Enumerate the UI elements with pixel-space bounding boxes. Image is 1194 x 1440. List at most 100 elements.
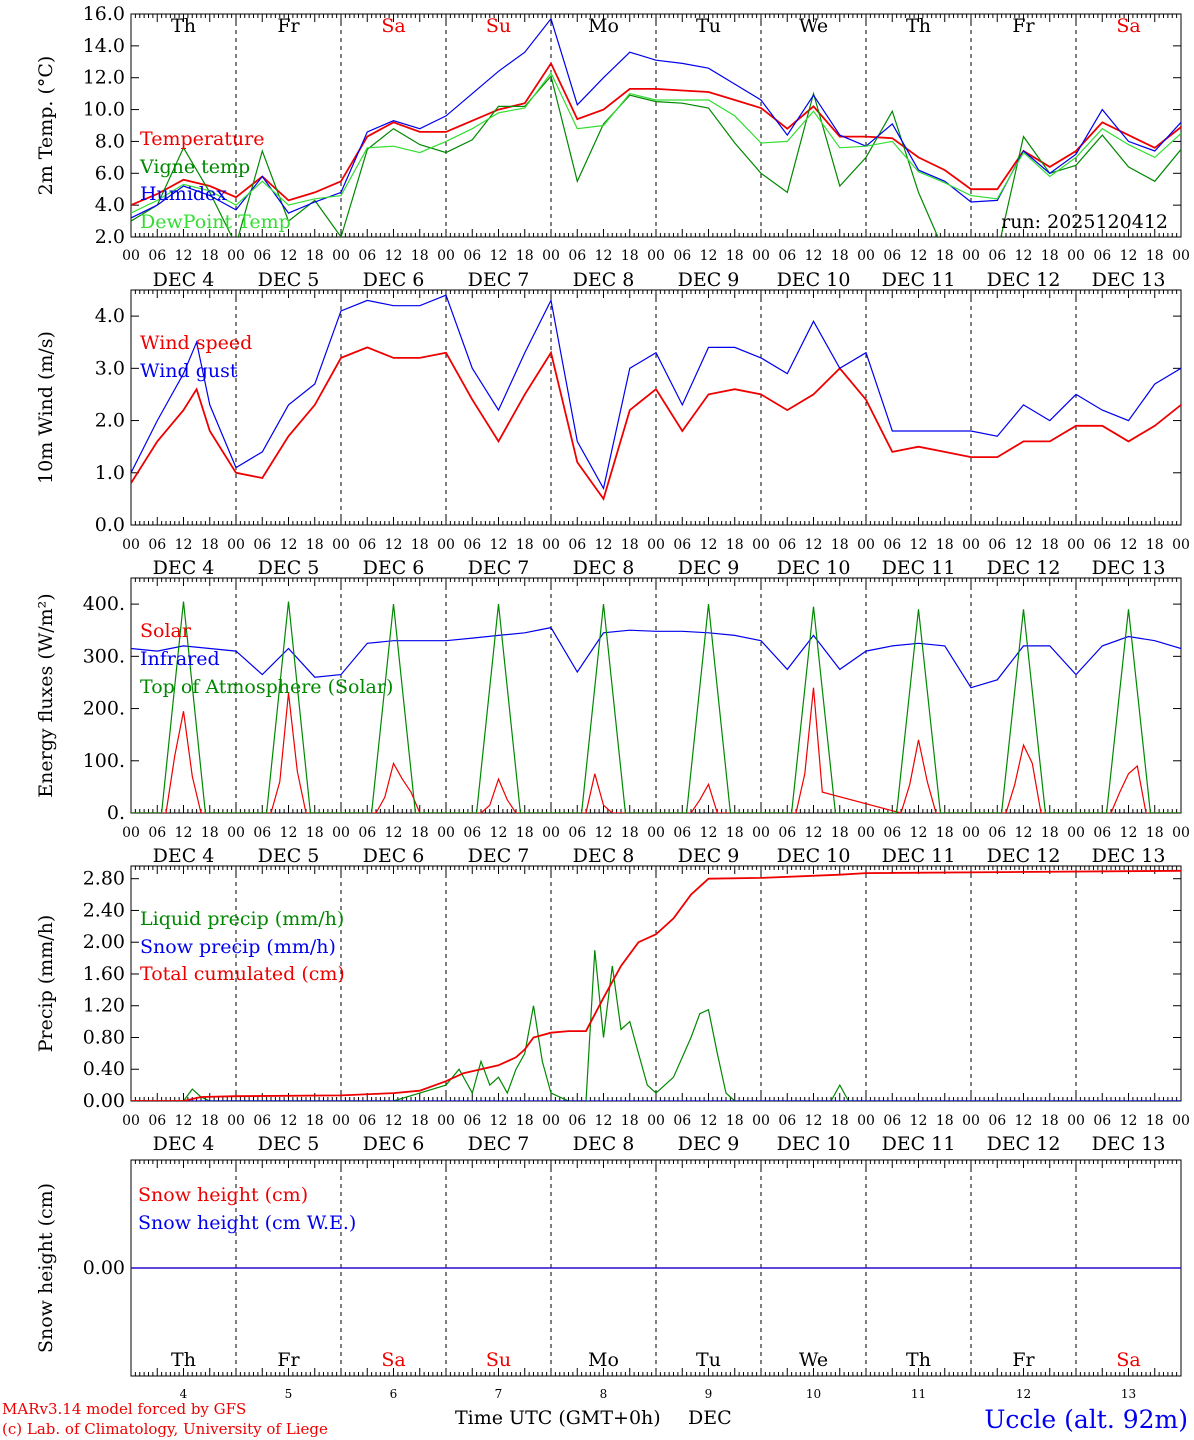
date-label: DEC 11 (882, 557, 956, 579)
hour-tick-label: 12 (385, 248, 403, 264)
hour-tick-label: 12 (385, 1113, 403, 1129)
hour-tick-label: 00 (542, 825, 560, 841)
series-group (131, 17, 1181, 237)
date-label: DEC 11 (882, 269, 956, 291)
hour-tick-label: 06 (148, 1113, 166, 1129)
y-tick-label: 6.0 (95, 162, 125, 184)
month-label: DEC (688, 1407, 732, 1429)
hour-tick-label: 18 (831, 248, 849, 264)
day-name: Fr (1012, 15, 1035, 37)
hour-tick-label: 12 (595, 825, 613, 841)
hour-tick-label: 00 (1172, 248, 1190, 264)
y-tick-label: 0.0 (95, 514, 125, 536)
hour-tick-label: 06 (673, 537, 691, 553)
date-label: DEC 12 (987, 557, 1061, 579)
hour-tick-label: 06 (1093, 537, 1111, 553)
hour-tick-label: 12 (1015, 825, 1033, 841)
day-name: Sa (1116, 1349, 1140, 1371)
hour-tick-label: 06 (253, 537, 271, 553)
y-tick-label: 0.00 (83, 1257, 125, 1279)
panel-1: 2.0 4.0 6.0 8.0 10.0 12.0 14.0 16.0 2m Temp. (°C… (35, 3, 1190, 291)
day-name: Mo (588, 15, 619, 37)
hour-tick-label: 00 (962, 1113, 980, 1129)
hour-tick-label: 12 (910, 1113, 928, 1129)
hour-tick-label: 00 (542, 1113, 560, 1129)
y-tick-label: 4.0 (95, 194, 125, 216)
date-label: DEC 8 (573, 845, 635, 867)
hour-tick-label: 06 (358, 1113, 376, 1129)
y-tick-label: 0.80 (83, 1026, 125, 1048)
hour-tick-label: 18 (516, 1113, 534, 1129)
day-name: Tu (696, 15, 721, 37)
y-tick-label: 2.0 (95, 410, 125, 432)
hour-tick-label: 12 (1015, 537, 1033, 553)
hour-tick-label: 06 (883, 537, 901, 553)
hour-tick-label: 00 (227, 248, 245, 264)
hour-tick-label: 06 (358, 537, 376, 553)
hour-tick-label: 06 (358, 825, 376, 841)
hour-tick-label: 12 (910, 537, 928, 553)
hour-tick-label: 18 (1146, 825, 1164, 841)
hour-tick-label: 06 (988, 537, 1006, 553)
hour-tick-label: 18 (306, 1113, 324, 1129)
hour-tick-label: 18 (516, 825, 534, 841)
day-name: Fr (277, 1349, 300, 1371)
hour-tick-label: 18 (1146, 537, 1164, 553)
panel-4: 0.00 0.40 0.80 1.20 1.60 2.00 2.40 2.80 Precip (… (35, 865, 1190, 1155)
hour-tick-label: 12 (805, 537, 823, 553)
day-number: 7 (495, 1387, 503, 1401)
hour-tick-label: 00 (752, 248, 770, 264)
hour-tick-label: 18 (201, 248, 219, 264)
y-tick-label: 0.00 (83, 1090, 125, 1112)
y-tick-label: 12.0 (83, 67, 125, 89)
y-tick-label: 400. (83, 593, 125, 615)
hour-tick-label: 00 (542, 248, 560, 264)
day-name: Su (486, 1349, 511, 1371)
hour-tick-label: 06 (463, 1113, 481, 1129)
hour-tick-label: 12 (1120, 537, 1138, 553)
panel-2: 0.0 1.0 2.0 3.0 4.0 10m Wind (m/s) Wind speed W… (35, 289, 1190, 579)
hour-tick-label: 12 (700, 1113, 718, 1129)
hour-tick-label: 12 (175, 537, 193, 553)
day-name: Sa (381, 1349, 405, 1371)
hour-tick-label: 00 (227, 1113, 245, 1129)
date-label: DEC 10 (777, 1133, 851, 1155)
hour-tick-label: 12 (700, 537, 718, 553)
y-tick-label: 1.0 (95, 462, 125, 484)
date-label: DEC 13 (1092, 845, 1166, 867)
hour-tick-label: 06 (673, 825, 691, 841)
y-tick-label: 3.0 (95, 357, 125, 379)
day-name: Sa (1116, 15, 1140, 37)
hour-tick-label: 00 (647, 537, 665, 553)
date-label: DEC 11 (882, 1133, 956, 1155)
y-tick-label: 4.0 (95, 305, 125, 327)
hour-tick-label: 18 (726, 1113, 744, 1129)
model-credit: MARv3.14 model forced by GFS (2, 1400, 246, 1418)
y-tick-label: 2.0 (95, 226, 125, 248)
hour-tick-label: 18 (1146, 248, 1164, 264)
hour-tick-label: 12 (490, 248, 508, 264)
hour-tick-label: 00 (1172, 1113, 1190, 1129)
hour-tick-label: 18 (1041, 1113, 1059, 1129)
legend-entry: Liquid precip (mm/h) (140, 908, 344, 930)
hour-tick-label: 12 (490, 825, 508, 841)
hour-tick-label: 12 (175, 1113, 193, 1129)
day-name: Th (171, 1349, 196, 1371)
hour-tick-label: 12 (280, 248, 298, 264)
hour-tick-label: 12 (385, 825, 403, 841)
day-name: Su (486, 15, 511, 37)
hour-tick-label: 18 (1041, 825, 1059, 841)
series-line-3 (131, 869, 1181, 1101)
date-label: DEC 6 (363, 1133, 425, 1155)
hour-tick-label: 06 (568, 248, 586, 264)
hour-tick-label: 00 (332, 248, 350, 264)
hour-tick-label: 00 (857, 825, 875, 841)
hour-tick-label: 18 (306, 825, 324, 841)
hour-tick-label: 00 (857, 1113, 875, 1129)
date-label: DEC 12 (987, 1133, 1061, 1155)
hour-tick-label: 00 (647, 825, 665, 841)
date-label: DEC 9 (678, 845, 740, 867)
day-number: 5 (285, 1387, 293, 1401)
hour-tick-label: 12 (490, 1113, 508, 1129)
panels: 2.0 4.0 6.0 8.0 10.0 12.0 14.0 16.0 2m Temp. (°C… (35, 3, 1190, 1377)
